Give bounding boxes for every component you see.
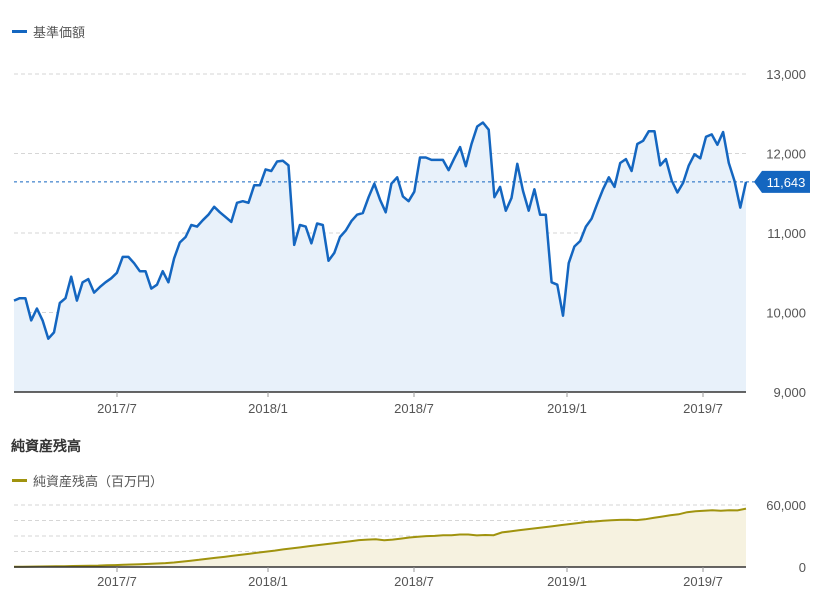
aum-legend[interactable]: 純資産残高（百万円）	[12, 471, 163, 490]
current-value-badge-shape	[754, 170, 810, 193]
nav-y-tick-label: 13,000	[766, 67, 806, 82]
aum-area-fill	[14, 508, 746, 567]
aum-x-tick-label: 2019/1	[547, 574, 587, 589]
nav-legend[interactable]: 基準価額	[12, 22, 85, 41]
aum-x-axis: 2017/7 2018/1 2018/7 2019/1 2019/7	[97, 567, 723, 589]
nav-x-tick-label: 2017/7	[97, 401, 137, 416]
nav-y-tick-label: 12,000	[766, 147, 806, 162]
aum-x-tick-label: 2017/7	[97, 574, 137, 589]
nav-x-axis: 2017/7 2018/1 2018/7 2019/1 2019/7	[97, 392, 723, 416]
aum-series-line[interactable]	[13, 507, 747, 568]
aum-chart: 2017/7 2018/1 2018/7 2019/1 2019/7 60,000 0	[13, 498, 806, 589]
nav-y-tick-label: 10,000	[766, 306, 806, 321]
nav-series-line[interactable]	[13, 121, 748, 340]
current-value-badge: 11,643	[754, 170, 810, 193]
aum-legend-label: 純資産残高（百万円）	[33, 475, 164, 490]
nav-chart: 2017/7 2018/1 2018/7 2019/1 2019/7 13,000 12,…	[13, 67, 810, 416]
nav-y-tick-label: 11,000	[767, 226, 806, 241]
nav-x-tick-label: 2018/7	[394, 401, 434, 416]
nav-y-tick-label: 9,000	[773, 385, 806, 400]
nav-area-fill	[14, 122, 746, 392]
nav-legend-swatch	[12, 30, 27, 33]
current-value-label: 11,643	[767, 175, 806, 190]
nav-x-tick-label: 2018/1	[248, 401, 288, 416]
aum-x-tick-label: 2019/7	[683, 574, 723, 589]
nav-x-tick-label: 2019/1	[547, 401, 587, 416]
aum-y-tick-label: 60,000	[766, 498, 806, 513]
aum-y-axis: 60,000 0	[766, 498, 806, 575]
nav-legend-label: 基準価額	[33, 26, 86, 41]
aum-section-title: 純資産残高	[11, 439, 81, 455]
aum-x-tick-label: 2018/1	[248, 574, 288, 589]
nav-x-tick-label: 2019/7	[683, 401, 723, 416]
aum-legend-swatch	[12, 479, 27, 482]
aum-y-tick-label: 0	[799, 560, 806, 575]
aum-x-tick-label: 2018/7	[394, 574, 434, 589]
nav-y-axis: 13,000 12,000 11,000 10,000 9,000	[766, 67, 806, 400]
